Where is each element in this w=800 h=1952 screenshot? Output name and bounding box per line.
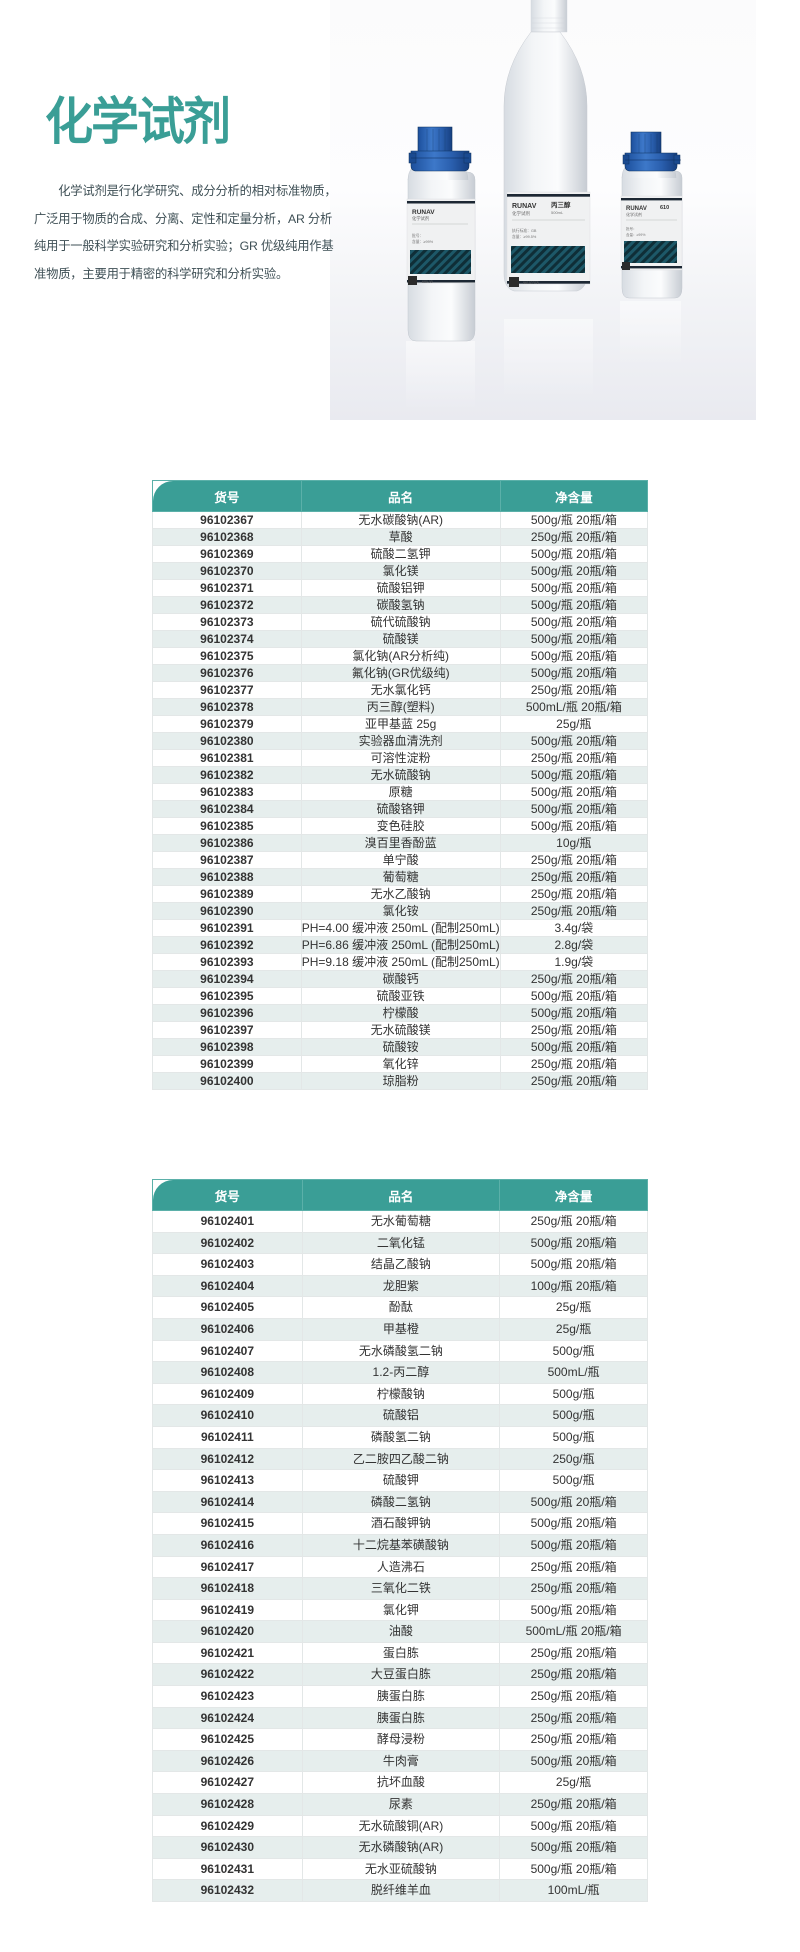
svg-text:96102378: 96102378 xyxy=(523,281,539,285)
svg-text:丙三醇: 丙三醇 xyxy=(551,200,571,209)
svg-text:RUNAV: RUNAV xyxy=(512,203,537,210)
svg-text:批号：: 批号： xyxy=(412,233,423,238)
svg-text:化学试剂: 化学试剂 xyxy=(626,211,642,217)
svg-text:含量：≥99.5%: 含量：≥99.5% xyxy=(512,234,537,239)
svg-text:680.00: 680.00 xyxy=(422,280,433,284)
svg-text:RUNAV: RUNAV xyxy=(412,209,435,216)
svg-text:执行标准：GB: 执行标准：GB xyxy=(512,228,537,233)
svg-text:含量：≥99%: 含量：≥99% xyxy=(412,239,434,244)
svg-text:化学试剂: 化学试剂 xyxy=(412,215,429,222)
svg-text:批号：: 批号： xyxy=(626,226,637,231)
svg-text:含量：≥99%: 含量：≥99% xyxy=(626,232,645,237)
svg-text:500mL: 500mL xyxy=(551,210,564,215)
svg-text:化学试剂: 化学试剂 xyxy=(512,210,530,217)
svg-text:610: 610 xyxy=(660,205,669,211)
